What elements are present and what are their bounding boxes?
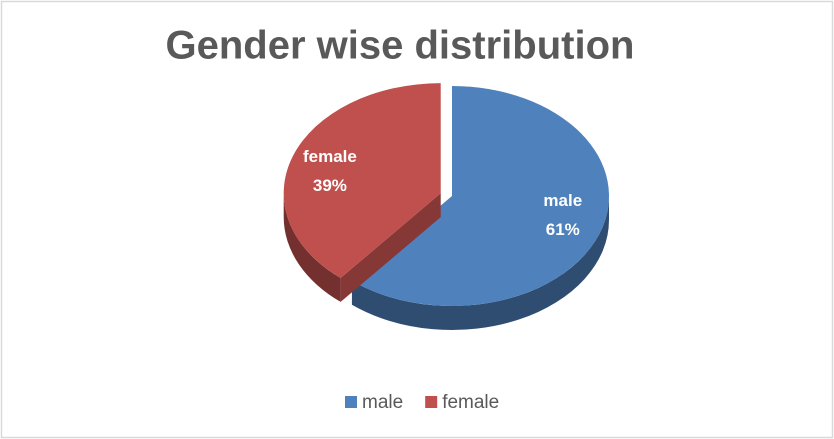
legend-label: female xyxy=(442,392,499,413)
slice-side xyxy=(351,196,609,331)
legend-swatch xyxy=(425,396,438,408)
slice xyxy=(351,86,609,307)
slice-face xyxy=(340,193,441,302)
legend-swatch xyxy=(345,396,357,408)
data-label-value: 61% xyxy=(546,220,580,239)
data-label-value: 39% xyxy=(313,176,347,195)
legend-label: male xyxy=(362,392,403,413)
slice-side xyxy=(283,193,341,302)
data-label-name: male xyxy=(543,191,582,210)
slice xyxy=(283,83,441,278)
chart-title: Gender wise distribution xyxy=(166,24,635,68)
data-label-name: female xyxy=(303,147,357,166)
